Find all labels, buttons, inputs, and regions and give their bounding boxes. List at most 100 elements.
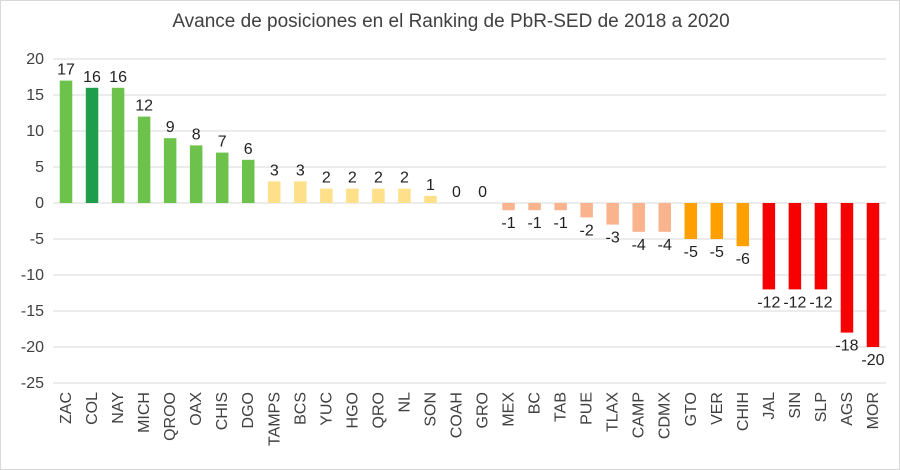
x-tick-label: COAH — [448, 392, 465, 438]
data-label-nl: 2 — [400, 170, 409, 187]
bar-qroo — [163, 138, 177, 203]
bar-sin — [788, 203, 802, 290]
bar-nl — [398, 188, 411, 203]
y-tick-label: 0 — [35, 195, 44, 212]
data-label-jal: -12 — [757, 294, 780, 311]
y-tick-label: 20 — [26, 51, 44, 68]
x-tick-label: SLP — [813, 392, 830, 422]
bar-bc — [528, 203, 541, 211]
y-tick-label: -20 — [21, 339, 44, 356]
x-tick-label: DGO — [240, 392, 257, 428]
bar-son — [424, 195, 437, 203]
chart-title: Avance de posiciones en el Ranking de Pb… — [172, 11, 730, 32]
x-tick-label: CDMX — [657, 392, 674, 439]
x-tick-label: MEX — [501, 392, 518, 427]
x-tick-label: NL — [396, 392, 413, 413]
bar-chis — [215, 152, 229, 203]
data-label-ags: -18 — [835, 338, 858, 355]
data-label-oax: 8 — [192, 126, 201, 143]
y-tick-label: -15 — [21, 303, 44, 320]
data-label-zac: 17 — [57, 62, 75, 79]
bar-zac — [59, 80, 73, 203]
data-label-dgo: 6 — [244, 141, 253, 158]
bar-nay — [111, 87, 125, 203]
x-tick-label: QRO — [370, 392, 387, 428]
x-tick-label: YUC — [318, 392, 335, 426]
x-tick-label: COL — [84, 392, 101, 425]
x-tick-label: HGO — [344, 392, 361, 428]
bar-col — [85, 87, 99, 203]
data-label-sin: -12 — [783, 294, 806, 311]
data-label-chih: -6 — [736, 251, 750, 268]
bar-chih — [736, 203, 750, 247]
bar-mor — [866, 203, 880, 347]
data-label-chis: 7 — [218, 134, 227, 151]
data-label-camp: -4 — [632, 237, 646, 254]
data-label-bcs: 3 — [296, 162, 305, 179]
bar-oax — [189, 145, 203, 203]
data-label-nay: 16 — [109, 69, 127, 86]
data-label-slp: -12 — [809, 294, 832, 311]
x-tick-label: AGS — [839, 392, 856, 426]
data-label-cdmx: -4 — [658, 237, 672, 254]
x-tick-label: OAX — [188, 392, 205, 426]
x-tick-label: MOR — [865, 392, 882, 429]
bar-gto — [684, 203, 698, 239]
x-tick-label: CAMP — [631, 392, 648, 438]
bars — [59, 80, 880, 347]
y-tick-label: -5 — [30, 231, 44, 248]
x-tick-label: CHIS — [214, 392, 231, 430]
y-tick-label: 10 — [26, 123, 44, 140]
x-tick-label: SON — [422, 392, 439, 427]
y-tick-label: 15 — [26, 87, 44, 104]
y-tick-label: 5 — [35, 159, 44, 176]
bar-dgo — [241, 159, 255, 203]
data-label-ver: -5 — [710, 244, 724, 261]
data-label-tab: -1 — [553, 215, 567, 232]
x-tick-label: SIN — [787, 392, 804, 419]
data-label-coah: 0 — [452, 184, 461, 201]
gridlines — [53, 58, 886, 384]
data-label-yuc: 2 — [322, 170, 331, 187]
bar-mich — [137, 116, 151, 203]
bar-camp — [632, 203, 645, 232]
bar-hgo — [346, 188, 359, 203]
bar-ags — [840, 203, 854, 333]
bar-tamps — [268, 181, 281, 203]
data-label-tlax: -3 — [606, 230, 620, 247]
x-tick-label: BC — [527, 392, 544, 414]
x-tick-label: GRO — [475, 392, 492, 428]
x-tick-label: GTO — [683, 392, 700, 426]
bar-ver — [710, 203, 724, 239]
bar-qro — [372, 188, 385, 203]
x-tick-label: CHIH — [735, 392, 752, 431]
data-label-mex: -1 — [501, 215, 515, 232]
data-label-mich: 12 — [135, 98, 153, 115]
bar-tab — [554, 203, 567, 211]
data-label-qroo: 9 — [166, 119, 175, 136]
bar-cdmx — [658, 203, 671, 232]
x-tick-label: ZAC — [58, 392, 75, 424]
x-tick-label: VER — [709, 392, 726, 425]
bar-tlax — [606, 203, 619, 225]
x-tick-label: MICH — [136, 392, 153, 433]
data-label-qro: 2 — [374, 170, 383, 187]
data-label-tamps: 3 — [270, 162, 279, 179]
data-label-pue: -2 — [580, 222, 594, 239]
data-label-bc: -1 — [527, 215, 541, 232]
bar-jal — [762, 203, 776, 290]
data-label-hgo: 2 — [348, 170, 357, 187]
bar-yuc — [320, 188, 333, 203]
bar-bcs — [294, 181, 307, 203]
bar-mex — [502, 203, 515, 211]
bar-slp — [814, 203, 828, 290]
x-tick-label: TAB — [553, 392, 570, 422]
data-label-son: 1 — [426, 177, 435, 194]
x-tick-label: PUE — [579, 392, 596, 425]
data-label-col: 16 — [83, 69, 101, 86]
x-tick-label: TLAX — [605, 392, 622, 432]
data-label-gro: 0 — [478, 184, 487, 201]
